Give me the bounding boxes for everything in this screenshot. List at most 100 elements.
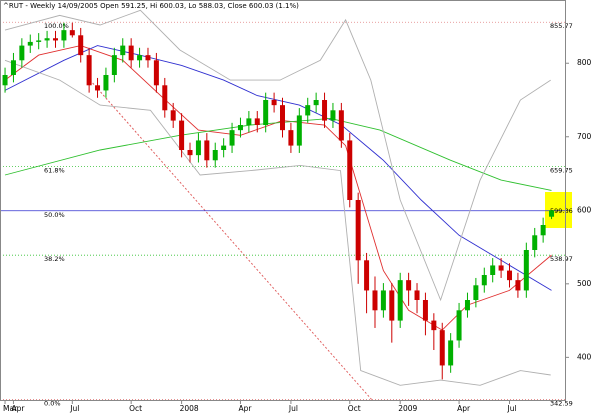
candle-body: [170, 110, 176, 121]
overlay-line: [4, 45, 552, 291]
candle-body: [313, 100, 319, 106]
candle-body: [254, 118, 260, 125]
fib-value-label: 599.36: [550, 207, 573, 215]
candle-body: [128, 45, 134, 61]
candle-body: [137, 55, 143, 61]
x-tick-label: Mar: [3, 404, 18, 413]
candle-body: [364, 260, 370, 291]
candle-body: [221, 145, 227, 150]
candle-body: [389, 290, 395, 321]
candle-body: [263, 100, 269, 125]
x-tick-label: 2009: [398, 404, 417, 413]
candle-body: [212, 150, 218, 161]
fib-value-label: 342.59: [550, 400, 573, 408]
x-tick-label: Apr: [457, 404, 471, 413]
candle-body: [120, 45, 126, 56]
x-tick-label: Apr: [238, 404, 252, 413]
candle-body: [540, 225, 546, 236]
candle-body: [406, 280, 412, 291]
candle-body: [36, 40, 42, 42]
candle-body: [305, 105, 311, 116]
x-tick-label: 2008: [180, 404, 199, 413]
candle-body: [330, 110, 336, 121]
candle-body: [498, 265, 504, 271]
candle-body: [187, 150, 193, 156]
candle-body: [204, 140, 210, 161]
x-tick-label: Jul: [69, 404, 79, 413]
candle-body: [448, 340, 454, 366]
candle-body: [229, 130, 235, 146]
plot-area: 100.0% 855.77 61.8% 659.75 50.0% 599.36 38.2% 5…: [0, 9, 573, 408]
x-tick-label: Apr: [11, 404, 25, 413]
y-tick-label: 500: [577, 279, 592, 288]
candle-body: [380, 290, 386, 311]
candle-body: [523, 250, 529, 291]
candle-body: [162, 85, 168, 111]
candle-body: [95, 85, 101, 91]
candle-body: [195, 140, 201, 156]
candle-body: [103, 75, 109, 91]
plot-border: [0, 0, 566, 401]
y-tick-label: 800: [577, 58, 592, 67]
candle-body: [2, 75, 8, 86]
candle-body: [69, 30, 75, 36]
x-tick-label: Oct: [129, 404, 142, 413]
candle-body: [414, 290, 420, 300]
trend-line: [89, 79, 373, 401]
candle-body: [288, 130, 294, 146]
candle-body: [422, 300, 428, 321]
fib-label: 38.2%: [44, 255, 65, 263]
candle-body: [355, 200, 361, 261]
candle-body: [347, 140, 353, 200]
candle-body: [372, 290, 378, 311]
y-tick-label: 400: [577, 352, 592, 361]
candle-body: [456, 310, 462, 341]
candle-body: [549, 210, 555, 217]
candle-body: [439, 330, 445, 366]
candle-body: [10, 60, 16, 75]
x-tick-label: Oct: [348, 404, 361, 413]
fib-label: 61.8%: [44, 166, 65, 174]
overlay-line: [4, 59, 551, 386]
candle-body: [271, 100, 277, 106]
y-tick-label: 600: [577, 205, 592, 214]
candle-body: [179, 120, 185, 150]
candle-body: [338, 110, 344, 141]
fib-value-label: 659.75: [550, 166, 573, 174]
candle-body: [246, 118, 252, 125]
x-tick-label: Jul: [507, 404, 517, 413]
candle-body: [322, 100, 328, 121]
candle-body: [532, 235, 538, 250]
candle-body: [111, 55, 117, 75]
fib-label: 0.0%: [44, 400, 61, 408]
candle-body: [490, 265, 496, 275]
overlay-line: [4, 45, 552, 331]
candle-body: [27, 41, 33, 46]
candle-body: [507, 270, 513, 281]
candle-body: [78, 35, 84, 56]
fib-label: 50.0%: [44, 211, 65, 219]
candle-body: [19, 45, 25, 61]
candle-body: [280, 105, 285, 131]
fib-label: 100.0%: [44, 22, 69, 30]
chart-title: ^RUT - Weekly 14/09/2005 Open 591.25, Hi…: [3, 2, 299, 10]
candle-body: [481, 275, 487, 286]
candle-body: [52, 38, 58, 41]
candle-body: [44, 38, 50, 41]
candle-body: [515, 280, 521, 291]
fib-value-label: 538.97: [550, 255, 573, 263]
candle-body: [153, 60, 159, 86]
candle-body: [145, 55, 151, 61]
candle-body: [431, 320, 437, 331]
candle-body: [464, 300, 470, 311]
overlay-line: [4, 9, 551, 302]
y-tick-label: 700: [577, 132, 592, 141]
candle-body: [61, 30, 67, 41]
x-tick-label: Jul: [288, 404, 298, 413]
candle-body: [86, 55, 92, 86]
candle-body: [296, 115, 302, 146]
candle-body: [397, 280, 403, 321]
candle-body: [473, 285, 479, 300]
